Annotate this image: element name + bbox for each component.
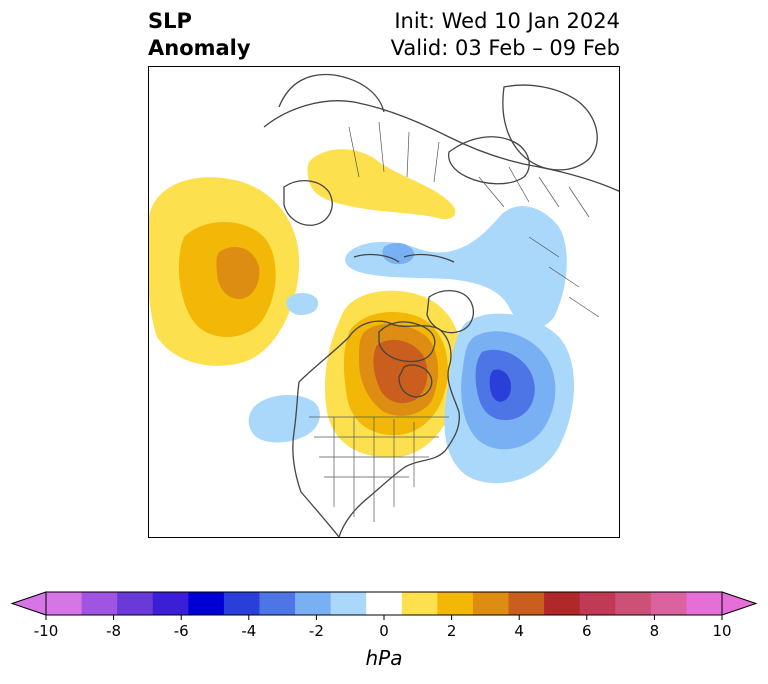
map-subtitle: Init: Wed 10 Jan 2024 Valid: 03 Feb – 09… <box>391 8 620 62</box>
valid-date-label: Valid: 03 Feb – 09 Feb <box>390 36 620 60</box>
init-date-label: Init: Wed 10 Jan 2024 <box>394 9 620 33</box>
colorbar-ticks: -10 -8 -6 -4 -2 0 2 4 6 8 10 <box>34 615 732 640</box>
colorbar-segment <box>330 592 367 615</box>
colorbar-segment <box>152 592 189 615</box>
colorbar-tick-label: -6 <box>174 622 189 640</box>
colorbar-segment <box>46 592 83 615</box>
anomaly-map <box>149 73 619 537</box>
colorbar-tick-label: 10 <box>712 622 731 640</box>
colorbar-segment <box>81 592 118 615</box>
colorbar-segment <box>650 592 687 615</box>
colorbar-segment <box>508 592 545 615</box>
colorbar-tick-label: 0 <box>379 622 389 640</box>
greenland-outline <box>426 290 474 334</box>
colorbar-tick-label: 6 <box>582 622 592 640</box>
title-variable-line1: SLP <box>148 9 192 33</box>
positive-anomaly-northern-canada <box>324 290 463 458</box>
colorbar-segment <box>117 592 154 615</box>
colorbar-segment <box>223 592 260 615</box>
positive-anomaly-northern-europe <box>307 149 456 219</box>
negative-anomaly-alaska <box>286 293 319 315</box>
negative-anomaly-siberia <box>345 206 567 328</box>
coastline-outlines <box>263 73 619 537</box>
colorbar-segment <box>295 592 332 615</box>
colorbar-segment <box>188 592 225 615</box>
negative-anomaly-north-atlantic <box>444 313 575 484</box>
border-lines <box>309 121 600 522</box>
colorbar-unit-label: hPa <box>365 646 403 670</box>
colorbar-extend-min <box>10 591 47 616</box>
negative-anomaly-eastern-pacific <box>248 394 320 443</box>
colorbar-segment <box>366 592 403 615</box>
colorbar-tick-label: 2 <box>447 622 457 640</box>
colorbar-segment <box>437 592 474 615</box>
colorbar-tick-label: -4 <box>241 622 256 640</box>
colorbar-segment <box>686 592 723 615</box>
colorbar-segment <box>615 592 652 615</box>
colorbar-tick-label: -8 <box>106 622 121 640</box>
colorbar-segment <box>544 592 581 615</box>
colorbar: -10 -8 -6 -4 -2 0 2 4 6 8 10 <box>10 591 758 640</box>
colorbar-tick-label: -10 <box>34 622 59 640</box>
colorbar-segment <box>259 592 296 615</box>
colorbar-tick-label: -2 <box>309 622 324 640</box>
colorbar-segments <box>46 592 723 615</box>
map-panel <box>148 66 620 538</box>
colorbar-segment <box>579 592 616 615</box>
positive-anomaly-north-pacific <box>149 177 300 366</box>
colorbar-segment <box>472 592 510 615</box>
title-variable-line2: Anomaly <box>148 36 251 60</box>
colorbar-tick-label: 8 <box>650 622 660 640</box>
colorbar-extend-max <box>721 591 758 616</box>
map-title: SLP Anomaly <box>148 8 251 62</box>
colorbar-segment <box>401 592 438 615</box>
colorbar-tick-label: 4 <box>514 622 524 640</box>
